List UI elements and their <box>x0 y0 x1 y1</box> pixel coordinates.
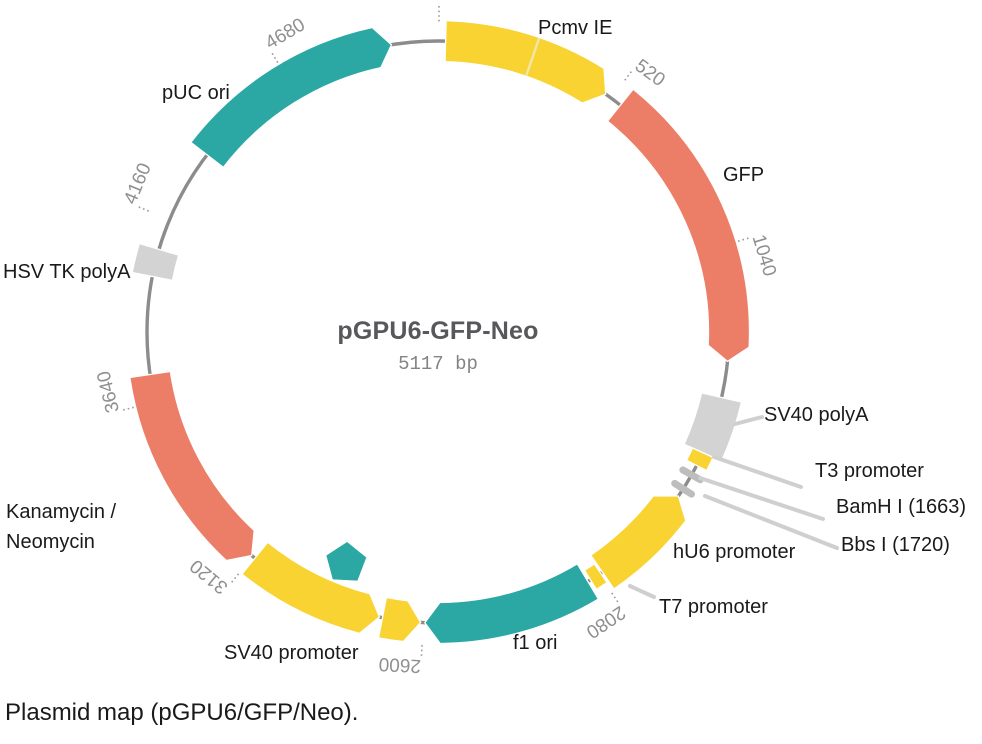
svg-text:3120: 3120 <box>186 555 232 598</box>
svg-text:2080: 2080 <box>582 601 629 642</box>
svg-text:3640: 3640 <box>93 369 124 415</box>
svg-text:4680: 4680 <box>262 14 309 54</box>
svg-text:1040: 1040 <box>748 232 780 279</box>
svg-text:520: 520 <box>631 55 669 91</box>
svg-text:4160: 4160 <box>120 160 156 207</box>
svg-text:2600: 2600 <box>378 653 421 676</box>
